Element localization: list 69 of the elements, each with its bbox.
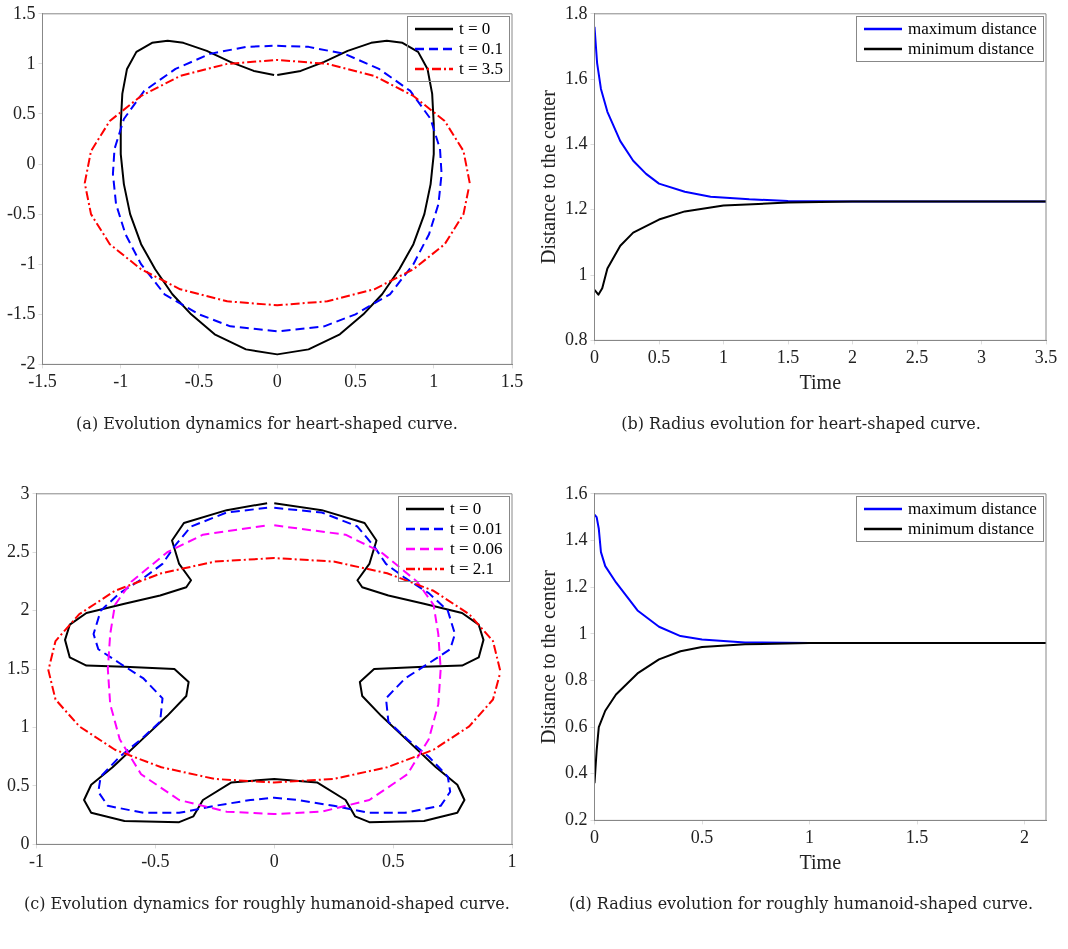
x-tick-label: 2 xyxy=(1020,826,1029,847)
x-tick-label: 2 xyxy=(848,346,857,367)
y-tick-label: 0.4 xyxy=(565,762,588,783)
y-tick-label: 2.5 xyxy=(7,540,30,561)
y-axis-title: Distance to the center xyxy=(537,89,560,265)
y-tick-label: -0.5 xyxy=(6,202,36,223)
y-axis-title: Distance to the center xyxy=(537,569,560,745)
text: (a) Evolution dynamics for heart-shaped curve. xyxy=(75,414,459,433)
legend-label: t = 0 xyxy=(459,18,491,39)
x-axis-title: Time xyxy=(799,371,842,394)
y-tick-label: 3 xyxy=(20,482,30,503)
y-tick-label: 1.8 xyxy=(565,2,588,23)
text: (c) Evolution dynamics for roughly humanoid-shaped curve. xyxy=(23,894,511,913)
y-tick-label: 1.6 xyxy=(565,482,588,503)
y-tick-label: 1 xyxy=(578,263,588,284)
x-tick-label: 1.5 xyxy=(905,826,929,847)
y-tick-label: 0.6 xyxy=(565,715,588,736)
x-tick-label: 3 xyxy=(977,346,986,367)
y-tick-label: -2 xyxy=(20,353,36,374)
y-tick-label: 1.2 xyxy=(565,198,588,219)
line-series xyxy=(47,557,502,784)
text: (d) Radius evolution for roughly humanoid-shaped curve. xyxy=(567,894,1035,913)
x-tick-label: 0.5 xyxy=(381,850,405,871)
legend-label: t = 2.1 xyxy=(450,558,495,579)
y-tick-label: 1.4 xyxy=(565,529,588,550)
legend-label: t = 0 xyxy=(450,498,482,519)
legend-label: maximum distance xyxy=(908,18,1037,39)
y-tick-label: 1.5 xyxy=(12,2,36,23)
y-tick-label: 2 xyxy=(20,599,30,620)
x-tick-label: 1.5 xyxy=(776,346,800,367)
x-tick-label: 0.5 xyxy=(344,370,367,391)
y-tick-label: 0.8 xyxy=(565,669,588,690)
y-tick-label: 0.8 xyxy=(565,329,588,350)
y-tick-label: 1 xyxy=(20,716,30,737)
x-tick-label: 1 xyxy=(805,826,814,847)
legend-label: t = 0.01 xyxy=(450,518,503,539)
x-tick-label: 2.5 xyxy=(905,346,929,367)
x-tick-label: 0 xyxy=(272,370,282,391)
legend-label: maximum distance xyxy=(908,498,1037,519)
legend-label: minimum distance xyxy=(908,38,1035,59)
y-tick-label: 1 xyxy=(578,622,588,643)
x-tick-label: -1 xyxy=(113,370,129,391)
y-tick-label: 1.5 xyxy=(7,657,30,678)
y-tick-label: -1.5 xyxy=(6,303,36,324)
legend-label: t = 0.06 xyxy=(450,538,503,559)
x-tick-label: 3.5 xyxy=(1034,346,1058,367)
x-axis-title: Time xyxy=(799,851,842,874)
y-tick-label: -1 xyxy=(20,252,36,273)
x-tick-label: -0.5 xyxy=(184,370,214,391)
y-tick-label: 1.6 xyxy=(565,67,588,88)
y-tick-label: 0.5 xyxy=(12,102,36,123)
y-tick-label: 1 xyxy=(26,52,36,73)
x-tick-label: 0 xyxy=(269,850,279,871)
y-tick-label: 1.2 xyxy=(565,575,588,596)
legend-label: t = 0.1 xyxy=(459,38,504,59)
x-tick-label: 1 xyxy=(719,346,728,367)
x-tick-label: -0.5 xyxy=(141,850,170,871)
legend-label: minimum distance xyxy=(908,518,1035,539)
y-tick-label: 0.5 xyxy=(7,774,30,795)
y-tick-label: 0 xyxy=(26,152,36,173)
y-tick-label: 0.2 xyxy=(565,809,588,830)
x-tick-label: 1.5 xyxy=(500,370,524,391)
x-tick-label: 0.5 xyxy=(690,826,714,847)
x-tick-label: 1 xyxy=(429,370,439,391)
x-tick-label: 1 xyxy=(507,850,517,871)
x-tick-label: 0.5 xyxy=(647,346,671,367)
y-tick-label: 1.4 xyxy=(565,133,588,154)
legend-label: t = 3.5 xyxy=(459,58,504,79)
text: (b) Radius evolution for heart-shaped curve. xyxy=(620,414,982,433)
